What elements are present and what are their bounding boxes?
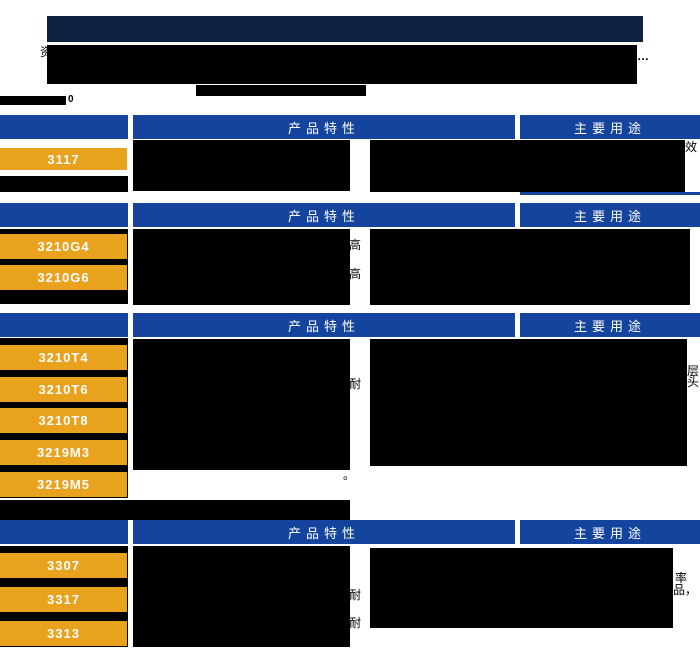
table4-header-cell-uses: 主要用途 bbox=[520, 520, 700, 544]
table-4-features-redaction-box bbox=[133, 546, 350, 647]
table-3-visible-text-fragment: 耐 bbox=[349, 377, 362, 391]
table-1-uses-redaction-box bbox=[370, 140, 685, 192]
paragraph-trailing-fragment: … bbox=[637, 49, 649, 63]
table-1-features-redaction-box bbox=[133, 140, 350, 191]
table1-header-cell-left bbox=[0, 115, 128, 139]
table-1-visible-text-fragment: 效 bbox=[685, 140, 698, 154]
table3-header-cell-uses: 主要用途 bbox=[520, 313, 700, 337]
table3-header-cell-left bbox=[0, 313, 128, 337]
table-3-product-code-cell: 3210T8 bbox=[0, 408, 127, 433]
table1-header-cell-uses: 主要用途 bbox=[520, 115, 700, 139]
table-4-product-code-cell: 3313 bbox=[0, 621, 127, 646]
table-3-visible-text-fragment: 头 bbox=[687, 375, 700, 389]
table-2-visible-text-fragment: 高 bbox=[349, 238, 362, 252]
table-4-visible-text-fragment: 率 bbox=[675, 571, 688, 585]
table2-header-cell-uses: 主要用途 bbox=[520, 203, 700, 227]
table-4-pre-header-redaction-box bbox=[0, 500, 350, 520]
table-3-product-code-cell: 3210T4 bbox=[0, 345, 127, 370]
paragraph-redaction-box bbox=[47, 45, 637, 84]
table-2-product-code-cell: 3210G4 bbox=[0, 234, 127, 259]
table-3-product-code-cell: 3219M5 bbox=[0, 472, 127, 497]
table-2-uses-redaction-box bbox=[370, 229, 690, 305]
table4-header-cell-features: 产品特性 bbox=[133, 520, 515, 544]
table4-header-row: 产品特性 主要用途 bbox=[0, 520, 700, 544]
paragraph-lastline-redaction-box bbox=[196, 85, 366, 96]
table1-header-row: 产品特性 主要用途 bbox=[0, 115, 700, 139]
table2-header-cell-features: 产品特性 bbox=[133, 203, 515, 227]
table3-header-cell-features: 产品特性 bbox=[133, 313, 515, 337]
table3-header-row: 产品特性 主要用途 bbox=[0, 313, 700, 337]
table-4-uses-redaction-box bbox=[370, 548, 673, 628]
table-2-visible-text-fragment: 高 bbox=[349, 267, 362, 281]
table-3-uses-redaction-box bbox=[370, 339, 687, 466]
table-4-visible-text-fragment: 品， bbox=[673, 583, 698, 597]
table1-header-cell-features: 产品特性 bbox=[133, 115, 515, 139]
table-1-product-code-cell: 3117 bbox=[0, 148, 127, 170]
table-4-visible-text-fragment: 耐 bbox=[349, 616, 362, 630]
table-2-features-redaction-box bbox=[133, 229, 350, 305]
table-2-product-code-cell: 3210G6 bbox=[0, 265, 127, 290]
table-4-product-code-cell: 3317 bbox=[0, 587, 127, 612]
report-title-bar bbox=[47, 16, 643, 42]
source-line-redaction-box bbox=[0, 96, 66, 105]
table-4-product-code-cell: 3307 bbox=[0, 553, 127, 578]
table2-header-cell-left bbox=[0, 203, 128, 227]
table-4-visible-text-fragment: 耐 bbox=[349, 588, 362, 602]
table-3-product-code-cell: 3210T6 bbox=[0, 377, 127, 402]
table-3-product-code-cell: 3219M3 bbox=[0, 440, 127, 465]
table-3-features-redaction-box bbox=[133, 339, 350, 470]
table2-header-row: 产品特性 主要用途 bbox=[0, 203, 700, 227]
table-3-visible-text-fragment: 。 bbox=[343, 468, 356, 482]
source-line-fragment: 0 bbox=[68, 94, 74, 105]
table4-header-cell-left bbox=[0, 520, 128, 544]
table-3-visible-text-fragment: 层 bbox=[687, 364, 700, 378]
table-1-leftcol-redaction-box bbox=[0, 176, 128, 192]
table-1-bottom-border bbox=[520, 192, 700, 195]
